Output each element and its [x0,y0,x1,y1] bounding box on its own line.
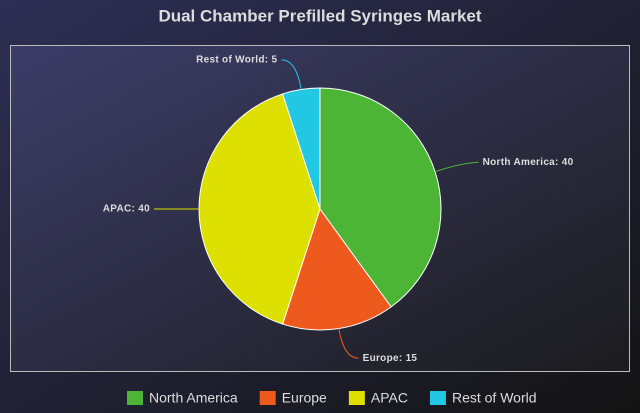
legend-label: North America [149,390,238,406]
data-label: North America: 40 [483,157,574,168]
legend-swatch [348,391,365,405]
chart-title: Dual Chamber Prefilled Syringes Market [158,6,481,25]
data-label: Europe: 15 [363,353,418,364]
data-label: APAC: 40 [103,204,150,215]
pie-slice [319,87,442,308]
pie-slice [281,87,321,210]
legend-label: Europe [282,390,327,406]
leader-line [434,161,479,173]
legend-swatch [127,391,143,405]
legend-label: Rest of World [452,390,537,406]
data-label: Rest of World: 5 [196,54,277,65]
legend-label: APAC [371,390,408,406]
legend-swatch [429,391,446,405]
leader-line [281,59,302,90]
leader-line [338,328,359,359]
legend-swatch [259,391,276,405]
pie-slice [281,207,392,331]
